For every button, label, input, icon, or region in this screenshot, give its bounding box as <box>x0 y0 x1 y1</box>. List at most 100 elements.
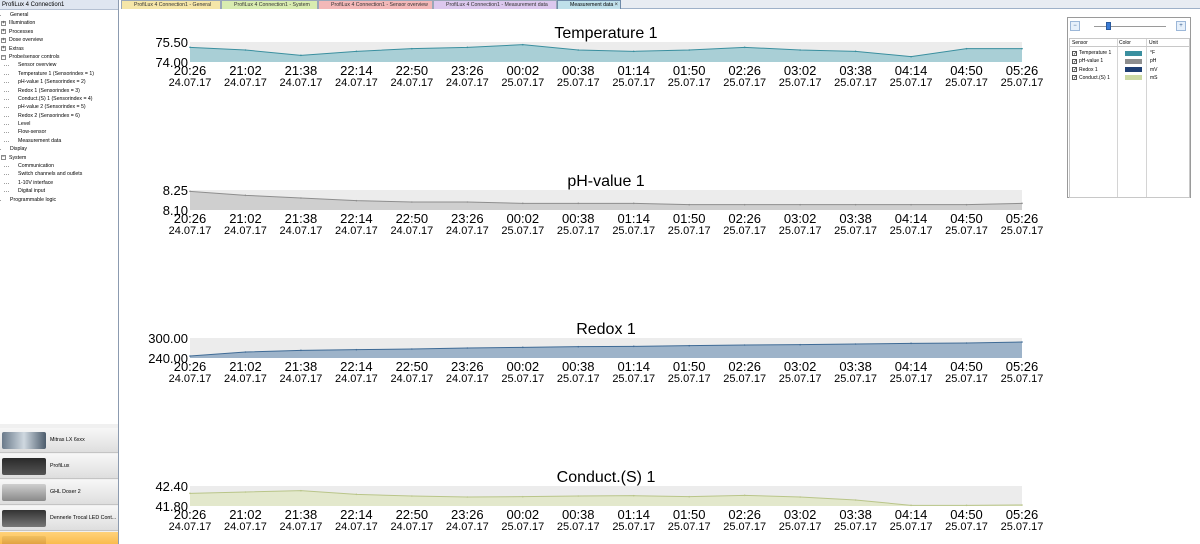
tree-item[interactable]: − System <box>0 154 118 162</box>
tree-item-label: Redox 2 (Sensorindex = 6) <box>18 112 80 119</box>
data-point <box>189 190 191 193</box>
tree-item[interactable]: Communication <box>0 162 118 170</box>
tab-2[interactable]: ProfiLux 4 Connection1 - Sensor overview <box>318 0 433 9</box>
data-point <box>577 49 580 51</box>
chart-title: Conduct.(S) 1 <box>557 469 656 486</box>
x-tick-time: 21:38 <box>285 359 318 374</box>
close-icon[interactable]: × <box>614 2 618 8</box>
visibility-checkbox[interactable]: ✓ <box>1072 75 1078 82</box>
tree-item[interactable]: Temperature 1 (Sensorindex = 1) <box>0 70 118 78</box>
device-item[interactable]: Mitras LX 6xxx <box>0 428 118 453</box>
tab-3[interactable]: ProfiLux 4 Connection1 - Measurement dat… <box>433 0 557 9</box>
legend-row[interactable]: ✓ Temperature 1 °F <box>1070 49 1189 57</box>
tree-item[interactable]: + Dose overview <box>0 36 118 44</box>
x-tick-time: 01:50 <box>673 359 706 374</box>
color-swatch[interactable] <box>1125 50 1142 56</box>
visibility-checkbox[interactable]: ✓ <box>1072 67 1078 74</box>
data-point <box>965 342 968 344</box>
tab-0[interactable]: ProfiLux 4 Connection1 - General <box>121 0 221 9</box>
x-tick-date: 25.07.17 <box>612 521 655 533</box>
unit-label: °F <box>1150 50 1156 56</box>
expand-icon[interactable]: + <box>1 45 6 52</box>
x-tick-date: 25.07.17 <box>945 521 988 533</box>
x-tick-time: 22:14 <box>340 507 373 522</box>
device-item[interactable]: Dennerle Trocal LED Cont... <box>0 506 118 531</box>
x-tick-date: 25.07.17 <box>557 77 600 89</box>
tree-item[interactable]: pH-value 1 (Sensorindex = 2) <box>0 78 118 86</box>
device-item[interactable]: GHL Doser 2 <box>0 480 118 505</box>
legend-row[interactable]: ✓ Redox 1 mV <box>1070 66 1189 74</box>
tree-item[interactable]: + Extras <box>0 45 118 53</box>
expand-icon[interactable]: + <box>1 28 6 35</box>
tree-item[interactable]: + Processes <box>0 28 118 36</box>
zoom-out-button[interactable]: − <box>1070 21 1080 31</box>
tree-item[interactable]: Programmable logic <box>0 196 118 204</box>
visibility-checkbox[interactable]: ✓ <box>1072 50 1078 57</box>
expand-icon[interactable]: + <box>1 20 6 27</box>
y-tick-label: 8.10 <box>163 203 188 218</box>
data-point <box>522 202 524 205</box>
data-point <box>189 492 191 495</box>
legend-row[interactable]: ✓ Conduct.(S) 1 mS <box>1070 74 1189 82</box>
tree-item[interactable]: Level <box>0 120 118 128</box>
tree-item[interactable]: Redox 1 (Sensorindex = 3) <box>0 87 118 95</box>
tree-connector <box>4 182 9 184</box>
x-tick-date: 25.07.17 <box>501 373 544 385</box>
tree-connector <box>4 166 9 168</box>
device-thumbnail <box>2 510 46 527</box>
x-tick-date: 24.07.17 <box>169 521 212 533</box>
y-tick-label: 240.00 <box>148 351 188 366</box>
x-tick-time: 01:14 <box>617 359 650 374</box>
legend-row[interactable]: ✓ pH-value 1 pH <box>1070 57 1189 65</box>
x-tick-date: 24.07.17 <box>280 373 323 385</box>
color-swatch[interactable] <box>1125 75 1142 81</box>
tree-item[interactable]: Conduct.(S) 1 (Sensorindex = 4) <box>0 95 118 103</box>
zoom-in-button[interactable]: + <box>1176 21 1186 31</box>
chart-title: Temperature 1 <box>554 25 657 42</box>
x-tick-time: 23:26 <box>451 211 484 226</box>
data-point <box>743 46 746 49</box>
x-tick-time: 23:26 <box>451 359 484 374</box>
tab-4[interactable]: Measurement data × <box>557 0 621 9</box>
x-tick-date: 25.07.17 <box>557 225 600 237</box>
tree-item[interactable]: General <box>0 11 118 19</box>
data-point <box>965 203 968 206</box>
tree-item-label: Switch channels and outlets <box>18 171 83 178</box>
tab-1[interactable]: ProfiLux 4 Connection1 - System <box>221 0 318 9</box>
tree-item[interactable]: Sensor overview <box>0 61 118 69</box>
tree-item-label: pH-value 2 (Sensorindex = 5) <box>18 104 86 111</box>
tree-item[interactable]: Measurement data <box>0 137 118 145</box>
tree-item[interactable]: + Illumination <box>0 19 118 27</box>
tree-item-label: General <box>10 12 29 18</box>
x-tick-date: 25.07.17 <box>668 77 711 89</box>
tree-item[interactable]: Digital input <box>0 187 118 195</box>
data-point <box>688 203 690 206</box>
x-tick-time: 03:38 <box>839 359 872 374</box>
device-item[interactable]: ProfiLux <box>0 454 118 479</box>
zoom-slider-thumb[interactable] <box>1106 22 1111 30</box>
x-tick-date: 24.07.17 <box>224 373 267 385</box>
x-tick-date: 24.07.17 <box>335 225 378 237</box>
device-item[interactable] <box>0 532 118 544</box>
tree-item[interactable]: − Probe/sensor controls <box>0 53 118 61</box>
tree-item[interactable]: Flow-sensor <box>0 128 118 136</box>
x-tick-date: 24.07.17 <box>335 521 378 533</box>
zoom-slider[interactable] <box>1094 26 1166 27</box>
data-point <box>411 495 413 497</box>
tree-item[interactable]: Display <box>0 145 118 153</box>
visibility-checkbox[interactable]: ✓ <box>1072 58 1078 65</box>
collapse-icon[interactable]: − <box>1 154 6 161</box>
tree-item-label: Flow-sensor <box>18 129 47 136</box>
x-tick-date: 25.07.17 <box>890 225 933 237</box>
color-swatch[interactable] <box>1125 67 1142 73</box>
tree-item[interactable]: pH-value 2 (Sensorindex = 5) <box>0 103 118 111</box>
collapse-icon[interactable]: − <box>1 53 6 60</box>
tree-item[interactable]: Switch channels and outlets <box>0 170 118 178</box>
expand-icon[interactable]: + <box>1 36 6 43</box>
color-swatch[interactable] <box>1125 58 1142 64</box>
x-tick-date: 24.07.17 <box>224 225 267 237</box>
sensor-name: Redox 1 <box>1079 66 1098 73</box>
tree-item[interactable]: 1-10V interface <box>0 179 118 187</box>
tree-item[interactable]: Redox 2 (Sensorindex = 6) <box>0 112 118 120</box>
x-tick-time: 01:50 <box>673 507 706 522</box>
